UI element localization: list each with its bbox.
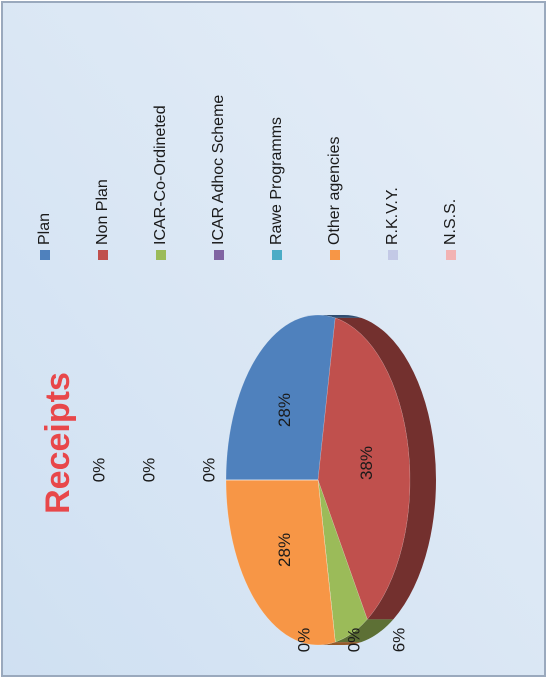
- data-label: 28%: [275, 533, 294, 567]
- legend-label: Rawe Programms: [268, 117, 285, 245]
- slice-side: [318, 642, 362, 645]
- data-label: 38%: [357, 446, 376, 480]
- legend-label: Other agencies: [326, 136, 343, 245]
- slice-side: [318, 315, 362, 318]
- legend-swatch: [330, 250, 340, 260]
- legend-swatch: [446, 250, 456, 260]
- legend-swatch: [272, 250, 282, 260]
- pie-slice: [317, 479, 368, 643]
- data-label: 6%: [389, 628, 408, 653]
- data-label: 0%: [294, 628, 313, 653]
- legend-label: ICAR-Co-Ordineted: [152, 105, 169, 245]
- slice-side: [335, 317, 436, 620]
- data-label: 0%: [139, 458, 158, 483]
- legend-swatch: [214, 250, 224, 260]
- legend-swatch: [388, 250, 398, 260]
- legend-swatch: [156, 250, 166, 260]
- data-label: 0%: [344, 628, 363, 653]
- data-label: 0%: [199, 458, 218, 483]
- legend-label: Non Plan: [94, 179, 111, 245]
- slice-side: [335, 619, 394, 643]
- legend-label: N.S.S.: [442, 199, 459, 245]
- legend-label: ICAR Adhoc Scheme: [210, 95, 227, 245]
- legend-label: Plan: [36, 213, 53, 245]
- data-label: 28%: [275, 393, 294, 427]
- legend-swatch: [98, 250, 108, 260]
- pie-slice: [225, 479, 336, 646]
- data-label: 0%: [89, 458, 108, 483]
- pie-slice: [317, 317, 411, 620]
- pie-slice: [225, 314, 336, 481]
- legend-label: R.K.V.Y.: [384, 187, 401, 245]
- legend-swatch: [40, 250, 50, 260]
- chart-title: Receipts: [39, 372, 77, 514]
